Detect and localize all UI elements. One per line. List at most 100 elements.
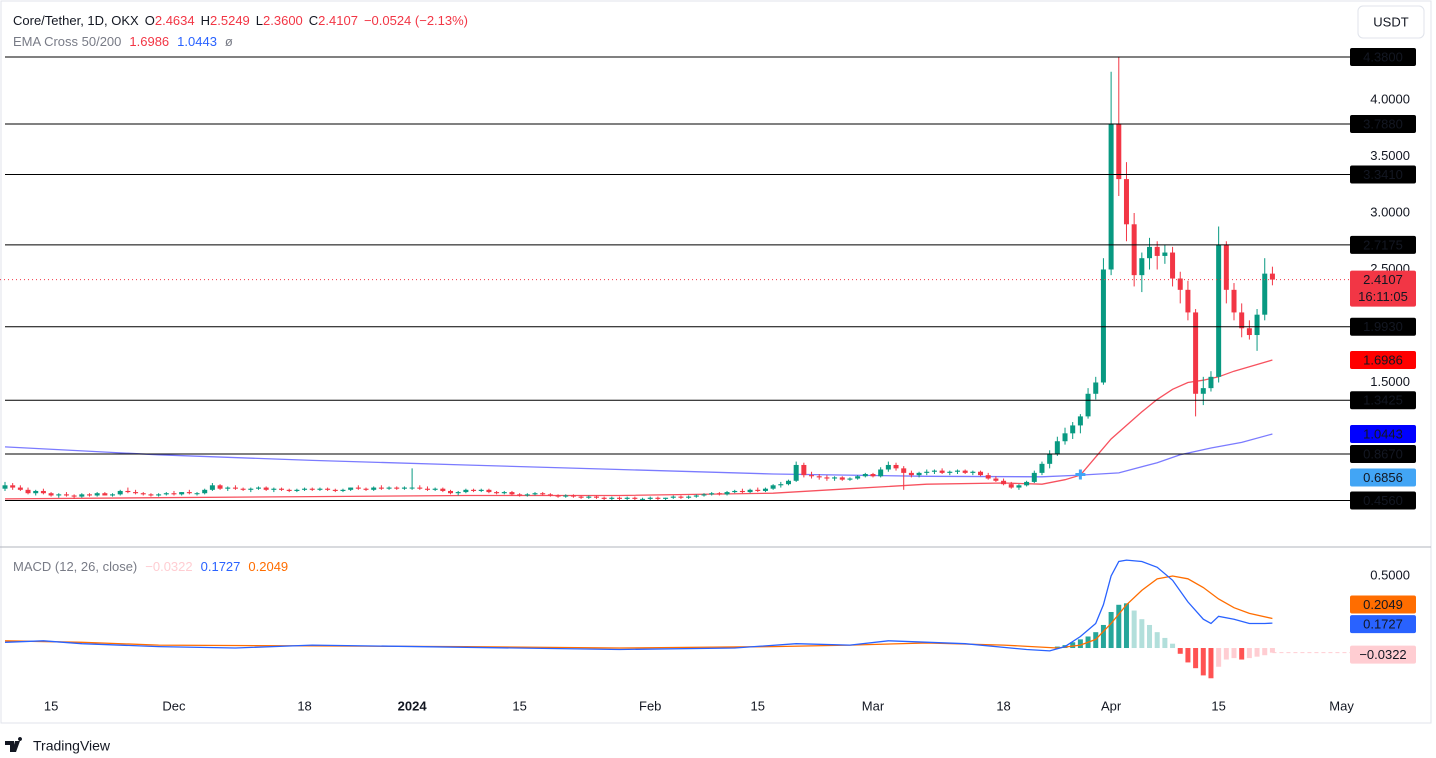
histogram-bar [1077, 639, 1083, 649]
h-value: 2.5249 [210, 13, 250, 28]
histogram-bar [1070, 642, 1076, 649]
candle-body [785, 480, 791, 485]
candle-body [286, 489, 292, 491]
candle-body [1193, 312, 1199, 394]
candle-body [302, 488, 308, 490]
candle-body [747, 489, 753, 493]
y-tick-label: 3.5000 [1370, 148, 1410, 163]
change: −0.0524 (−2.13%) [364, 13, 468, 28]
candle-body [970, 471, 976, 473]
level-label-box [1350, 48, 1416, 67]
candle-body [1077, 416, 1083, 426]
candle-body [10, 485, 16, 488]
candle-body [908, 472, 914, 476]
level-label-text: 3.3410 [1363, 167, 1403, 182]
candle-body [701, 494, 707, 496]
candle-body [517, 494, 523, 496]
y-tick-label: 0.5000 [1370, 567, 1410, 582]
candle-body [647, 497, 653, 499]
candle-body [1177, 278, 1183, 290]
y-tick-label: 1.5000 [1370, 374, 1410, 389]
histogram-bar [1170, 643, 1176, 649]
candle-body [770, 485, 776, 489]
candle-body [931, 470, 937, 472]
candle-body [386, 487, 392, 489]
candle-body [1139, 258, 1145, 276]
level-label-box [1350, 114, 1416, 133]
macd-value-box [1350, 645, 1416, 664]
candle-body [924, 471, 930, 473]
candle-body [455, 492, 461, 494]
last-price-text: 2.4107 [1363, 272, 1403, 287]
last-price-box [1350, 270, 1416, 307]
indicator-line [4, 359, 1273, 500]
level-label-text: 4.3800 [1363, 49, 1403, 64]
level-label-text: 1.9930 [1363, 319, 1403, 334]
candle-body [1024, 481, 1030, 486]
candle-body [71, 495, 77, 497]
histogram-bar [1177, 648, 1183, 654]
candle-body [1131, 224, 1137, 276]
candle-body [378, 487, 384, 489]
ema-symbol: ø [225, 34, 233, 49]
candle-body [1208, 376, 1214, 389]
candle-body [916, 472, 922, 476]
candle-body [1039, 463, 1045, 473]
candle-body [1269, 273, 1275, 280]
histogram-bar [1147, 624, 1153, 649]
candle-body [332, 489, 338, 491]
histogram-bar [1139, 619, 1145, 649]
candle-body [1108, 123, 1114, 270]
candle-body [179, 492, 185, 495]
candle-body [532, 493, 538, 495]
macd-legend: MACD (12, 26, close) −0.0322 0.1727 0.2049 [13, 559, 288, 574]
candle-body [1062, 433, 1068, 442]
histogram-bar [1200, 648, 1206, 676]
candle-body [340, 489, 346, 491]
level-label-box [1350, 491, 1416, 510]
candle-body [2, 485, 8, 489]
histogram-bar [1093, 632, 1099, 649]
candle-body [1154, 246, 1160, 256]
candle-body [847, 478, 853, 480]
cross-label-box [1350, 468, 1416, 487]
candle-body [716, 493, 722, 495]
candle-body [1047, 453, 1053, 464]
histogram-bar [1131, 610, 1137, 649]
candle-body [824, 477, 830, 479]
candle-body [524, 494, 530, 496]
x-tick-label: Mar [862, 698, 885, 713]
candle-body [255, 487, 261, 489]
candle-body [540, 493, 546, 495]
candle-body [1001, 480, 1007, 485]
candle-body [217, 485, 223, 489]
candle-body [816, 476, 822, 478]
candle-body [325, 488, 331, 490]
candle-body [1162, 252, 1168, 256]
candle-body [463, 489, 469, 493]
x-tick-label: 15 [44, 698, 58, 713]
candle-body [471, 489, 477, 491]
candle-body [125, 490, 131, 493]
candle-body [94, 493, 100, 496]
signal-value: 0.2049 [248, 559, 288, 574]
candle-body [279, 488, 285, 490]
candle-body [555, 495, 561, 497]
candle-body [501, 492, 507, 494]
candle-body [102, 493, 108, 496]
candle-body [1246, 328, 1252, 336]
candle-body [855, 476, 861, 479]
candle-body [440, 488, 446, 491]
currency-label[interactable]: USDT [1373, 14, 1408, 29]
candle-body [209, 485, 215, 490]
indicator-line [4, 433, 1273, 478]
candle-body [110, 494, 116, 496]
candle-body [686, 496, 692, 498]
candle-body [156, 494, 162, 496]
x-tick-label: 18 [996, 698, 1010, 713]
histogram-bar [1116, 604, 1122, 649]
histogram-bar [1054, 646, 1060, 649]
candle-body [186, 492, 192, 494]
candle-body [40, 490, 46, 494]
currency-button[interactable] [1357, 5, 1425, 39]
